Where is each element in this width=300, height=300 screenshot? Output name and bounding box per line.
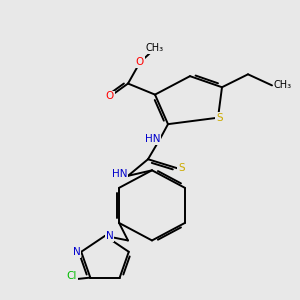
Text: CH₃: CH₃	[274, 80, 292, 90]
Text: CH₃: CH₃	[146, 44, 164, 53]
Text: O: O	[106, 92, 114, 101]
Text: HN: HN	[112, 169, 127, 179]
Text: O: O	[136, 57, 144, 67]
Text: HN: HN	[145, 134, 160, 144]
Text: N: N	[73, 247, 81, 257]
Text: N: N	[106, 231, 113, 241]
Text: S: S	[178, 164, 185, 173]
Text: S: S	[216, 113, 223, 123]
Text: Cl: Cl	[67, 271, 77, 281]
